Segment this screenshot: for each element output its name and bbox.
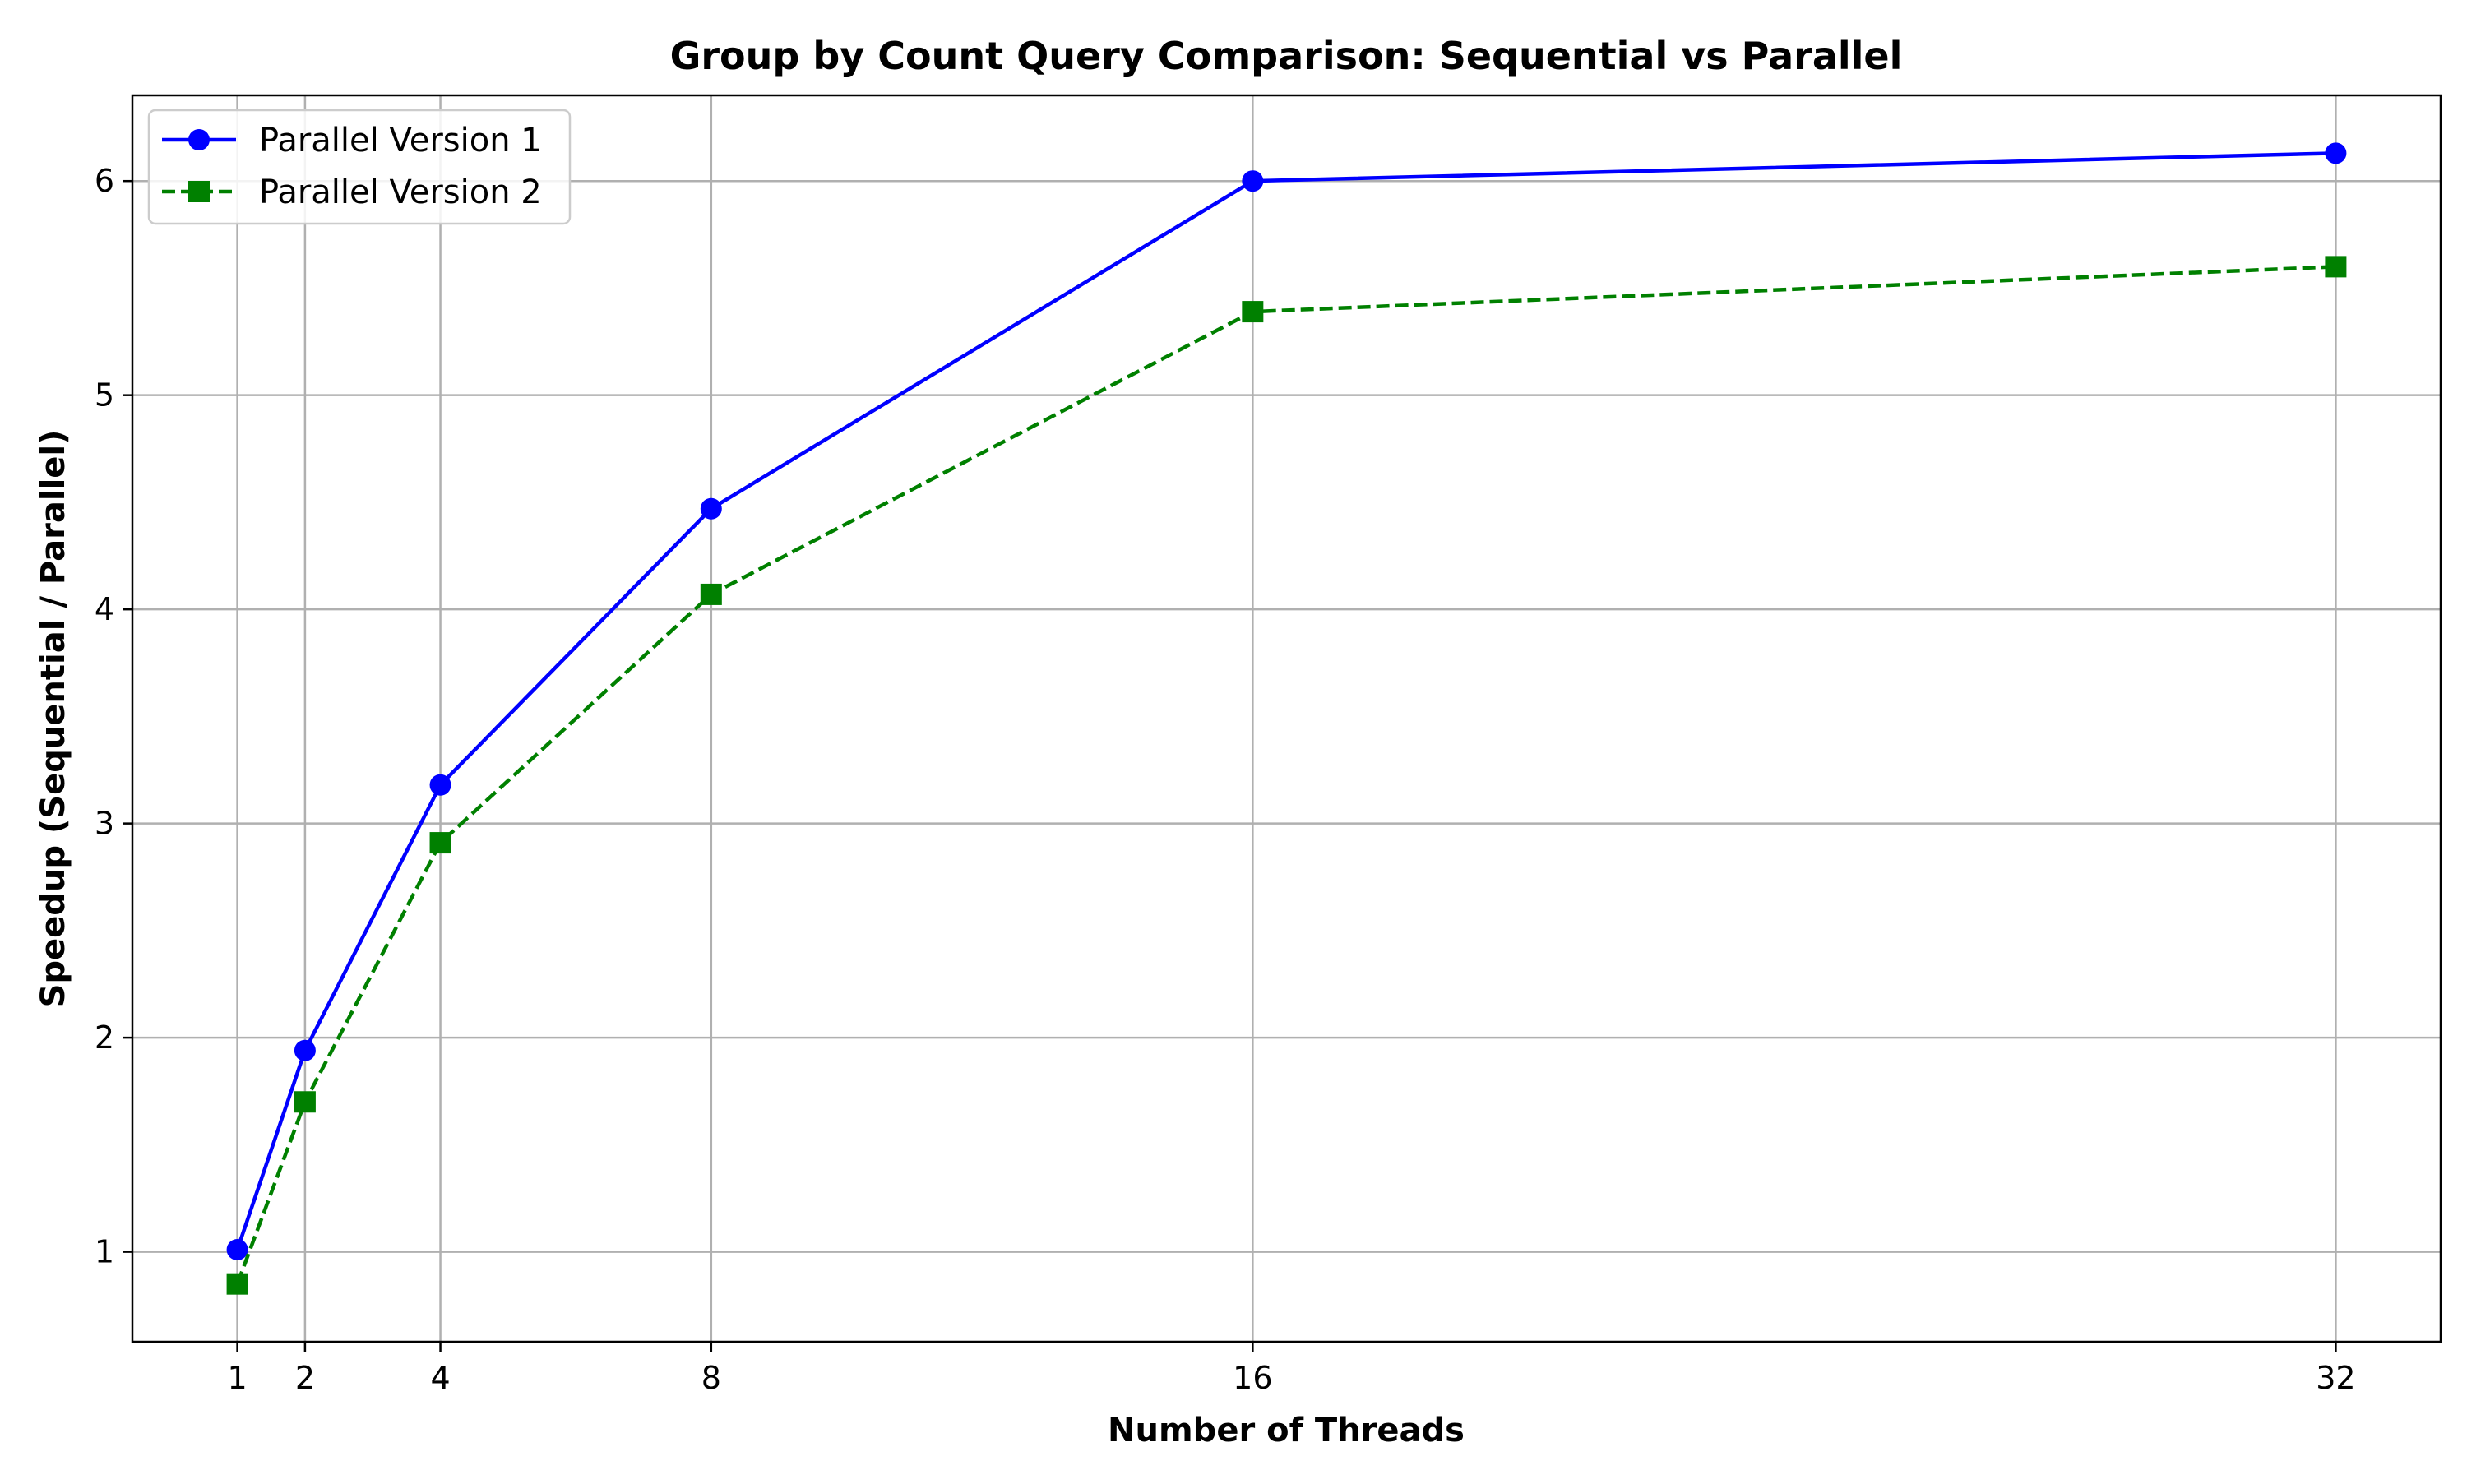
x-tick-label: 8 bbox=[701, 1360, 721, 1396]
axis-ticks: 1 2 4 8 16 32 1 2 3 4 5 6 bbox=[95, 163, 2356, 1396]
y-tick-label: 4 bbox=[95, 591, 114, 627]
y-tick-label: 2 bbox=[95, 1019, 114, 1056]
series-1-point bbox=[1242, 170, 1264, 192]
x-tick-label: 32 bbox=[2316, 1360, 2355, 1396]
y-tick-label: 5 bbox=[95, 377, 114, 414]
y-tick-label: 3 bbox=[95, 806, 114, 842]
series-2-point bbox=[2325, 256, 2347, 278]
series-2-line bbox=[235, 265, 2336, 1285]
y-tick-label: 1 bbox=[95, 1234, 114, 1270]
series-1-point bbox=[2325, 142, 2347, 164]
series-2 bbox=[226, 256, 2347, 1295]
series-1 bbox=[226, 142, 2347, 1260]
legend-marker bbox=[188, 181, 210, 202]
plot-area-frame bbox=[131, 94, 2442, 1343]
x-axis-label: Number of Threads bbox=[1108, 1412, 1465, 1449]
legend-box bbox=[147, 109, 572, 225]
series-1-point bbox=[294, 1039, 316, 1061]
series-2-point bbox=[226, 1273, 248, 1295]
x-tick-label: 1 bbox=[227, 1360, 247, 1396]
series-2-point bbox=[294, 1091, 316, 1113]
series-layer bbox=[226, 142, 2347, 1295]
chart-title: Group by Count Query Comparison: Sequent… bbox=[670, 34, 1903, 78]
grid bbox=[132, 95, 2441, 1342]
series-1-line bbox=[235, 151, 2336, 1251]
series-2-point bbox=[1242, 301, 1264, 323]
series-1-point bbox=[700, 497, 722, 520]
legend-entry-1: Parallel Version 1 bbox=[162, 122, 542, 159]
y-tick-label: 6 bbox=[95, 163, 114, 199]
legend-entry-2: Parallel Version 2 bbox=[162, 173, 542, 211]
x-tick-label: 16 bbox=[1233, 1360, 1272, 1396]
legend-marker bbox=[188, 129, 210, 150]
y-axis-label: Speedup (Sequential / Parallel) bbox=[35, 430, 72, 1008]
x-tick-label: 2 bbox=[295, 1360, 315, 1396]
legend-label: Parallel Version 1 bbox=[259, 122, 542, 159]
legend: Parallel Version 1 Parallel Version 2 bbox=[147, 109, 572, 225]
series-2-point bbox=[700, 583, 722, 605]
series-1-point bbox=[226, 1238, 248, 1260]
legend-label: Parallel Version 2 bbox=[259, 173, 542, 211]
x-tick-label: 4 bbox=[430, 1360, 450, 1396]
series-2-point bbox=[429, 832, 451, 854]
series-1-point bbox=[429, 774, 451, 796]
